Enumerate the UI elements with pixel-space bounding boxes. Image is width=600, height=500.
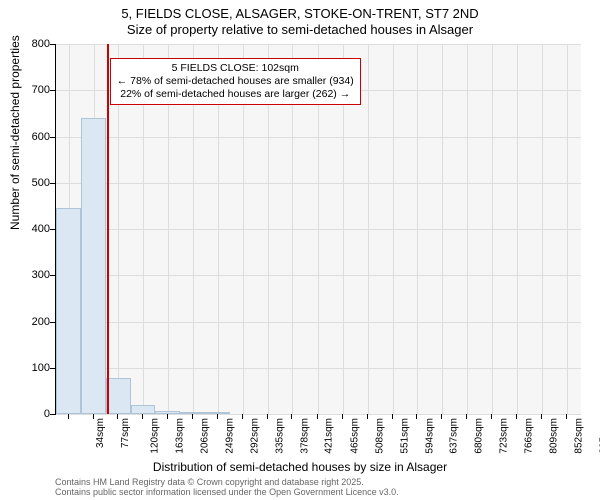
y-tick-label: 200 (20, 316, 50, 328)
histogram-bar (106, 378, 131, 414)
x-tick-mark (291, 414, 292, 419)
x-tick-label: 508sqm (374, 418, 385, 454)
x-tick-label: 206sqm (200, 418, 211, 454)
gridline-h (56, 414, 581, 415)
x-tick-label: 378sqm (299, 418, 310, 454)
histogram-bar (131, 405, 156, 414)
x-tick-mark (416, 414, 417, 419)
y-tick-label: 100 (20, 362, 50, 374)
x-tick-label: 120sqm (150, 418, 161, 454)
x-tick-label: 766sqm (524, 418, 535, 454)
x-tick-label: 335sqm (274, 418, 285, 454)
x-tick-label: 34sqm (95, 418, 106, 448)
x-tick-mark (367, 414, 368, 419)
x-tick-label: 723sqm (499, 418, 510, 454)
histogram-bar (56, 208, 81, 414)
plot-area: 5 FIELDS CLOSE: 102sqm ← 78% of semi-det… (55, 44, 581, 415)
x-tick-label: 680sqm (474, 418, 485, 454)
y-tick-label: 300 (20, 269, 50, 281)
y-tick-label: 500 (20, 177, 50, 189)
gridline-v (368, 44, 369, 414)
x-tick-label: 465sqm (349, 418, 360, 454)
gridline-v (567, 44, 568, 414)
x-tick-mark (441, 414, 442, 419)
chart-container: 5, FIELDS CLOSE, ALSAGER, STOKE-ON-TRENT… (0, 0, 600, 500)
y-tick-label: 0 (20, 408, 50, 420)
gridline-v (393, 44, 394, 414)
x-tick-mark (541, 414, 542, 419)
x-tick-label: 551sqm (399, 418, 410, 454)
title-block: 5, FIELDS CLOSE, ALSAGER, STOKE-ON-TRENT… (0, 0, 600, 37)
x-tick-mark (516, 414, 517, 419)
annotation-line-3: 22% of semi-detached houses are larger (… (117, 88, 354, 101)
x-tick-mark (93, 414, 94, 419)
title-line-1: 5, FIELDS CLOSE, ALSAGER, STOKE-ON-TRENT… (0, 6, 600, 22)
annotation-line-1: 5 FIELDS CLOSE: 102sqm (117, 62, 354, 75)
title-line-2: Size of property relative to semi-detach… (0, 22, 600, 38)
x-tick-label: 637sqm (449, 418, 460, 454)
y-tick-label: 400 (20, 223, 50, 235)
x-tick-label: 421sqm (324, 418, 335, 454)
y-tick-label: 800 (20, 38, 50, 50)
x-tick-mark (167, 414, 168, 419)
footer-text: Contains HM Land Registry data © Crown c… (55, 478, 399, 498)
x-tick-mark (217, 414, 218, 419)
x-tick-mark (566, 414, 567, 419)
annotation-line-2: ← 78% of semi-detached houses are smalle… (117, 75, 354, 88)
x-tick-mark (242, 414, 243, 419)
y-tick-label: 700 (20, 84, 50, 96)
x-tick-mark (267, 414, 268, 419)
x-tick-mark (142, 414, 143, 419)
x-axis-label: Distribution of semi-detached houses by … (0, 460, 600, 474)
x-tick-label: 249sqm (225, 418, 236, 454)
footer-line-2: Contains public sector information licen… (55, 488, 399, 498)
x-tick-label: 292sqm (249, 418, 260, 454)
gridline-v (542, 44, 543, 414)
x-tick-label: 163sqm (175, 418, 186, 454)
x-tick-mark (491, 414, 492, 419)
x-tick-mark (317, 414, 318, 419)
x-tick-mark (192, 414, 193, 419)
x-tick-label: 809sqm (548, 418, 559, 454)
x-tick-mark (342, 414, 343, 419)
x-tick-label: 77sqm (120, 418, 131, 448)
x-tick-mark (68, 414, 69, 419)
gridline-v (492, 44, 493, 414)
x-tick-label: 852sqm (573, 418, 584, 454)
y-tick-label: 600 (20, 131, 50, 143)
histogram-bar (81, 118, 106, 414)
x-tick-mark (466, 414, 467, 419)
gridline-v (467, 44, 468, 414)
x-tick-mark (392, 414, 393, 419)
gridline-v (442, 44, 443, 414)
x-tick-mark (117, 414, 118, 419)
gridline-v (517, 44, 518, 414)
gridline-v (417, 44, 418, 414)
x-tick-label: 594sqm (424, 418, 435, 454)
marker-vertical-line (107, 44, 109, 414)
annotation-box: 5 FIELDS CLOSE: 102sqm ← 78% of semi-det… (110, 58, 361, 105)
